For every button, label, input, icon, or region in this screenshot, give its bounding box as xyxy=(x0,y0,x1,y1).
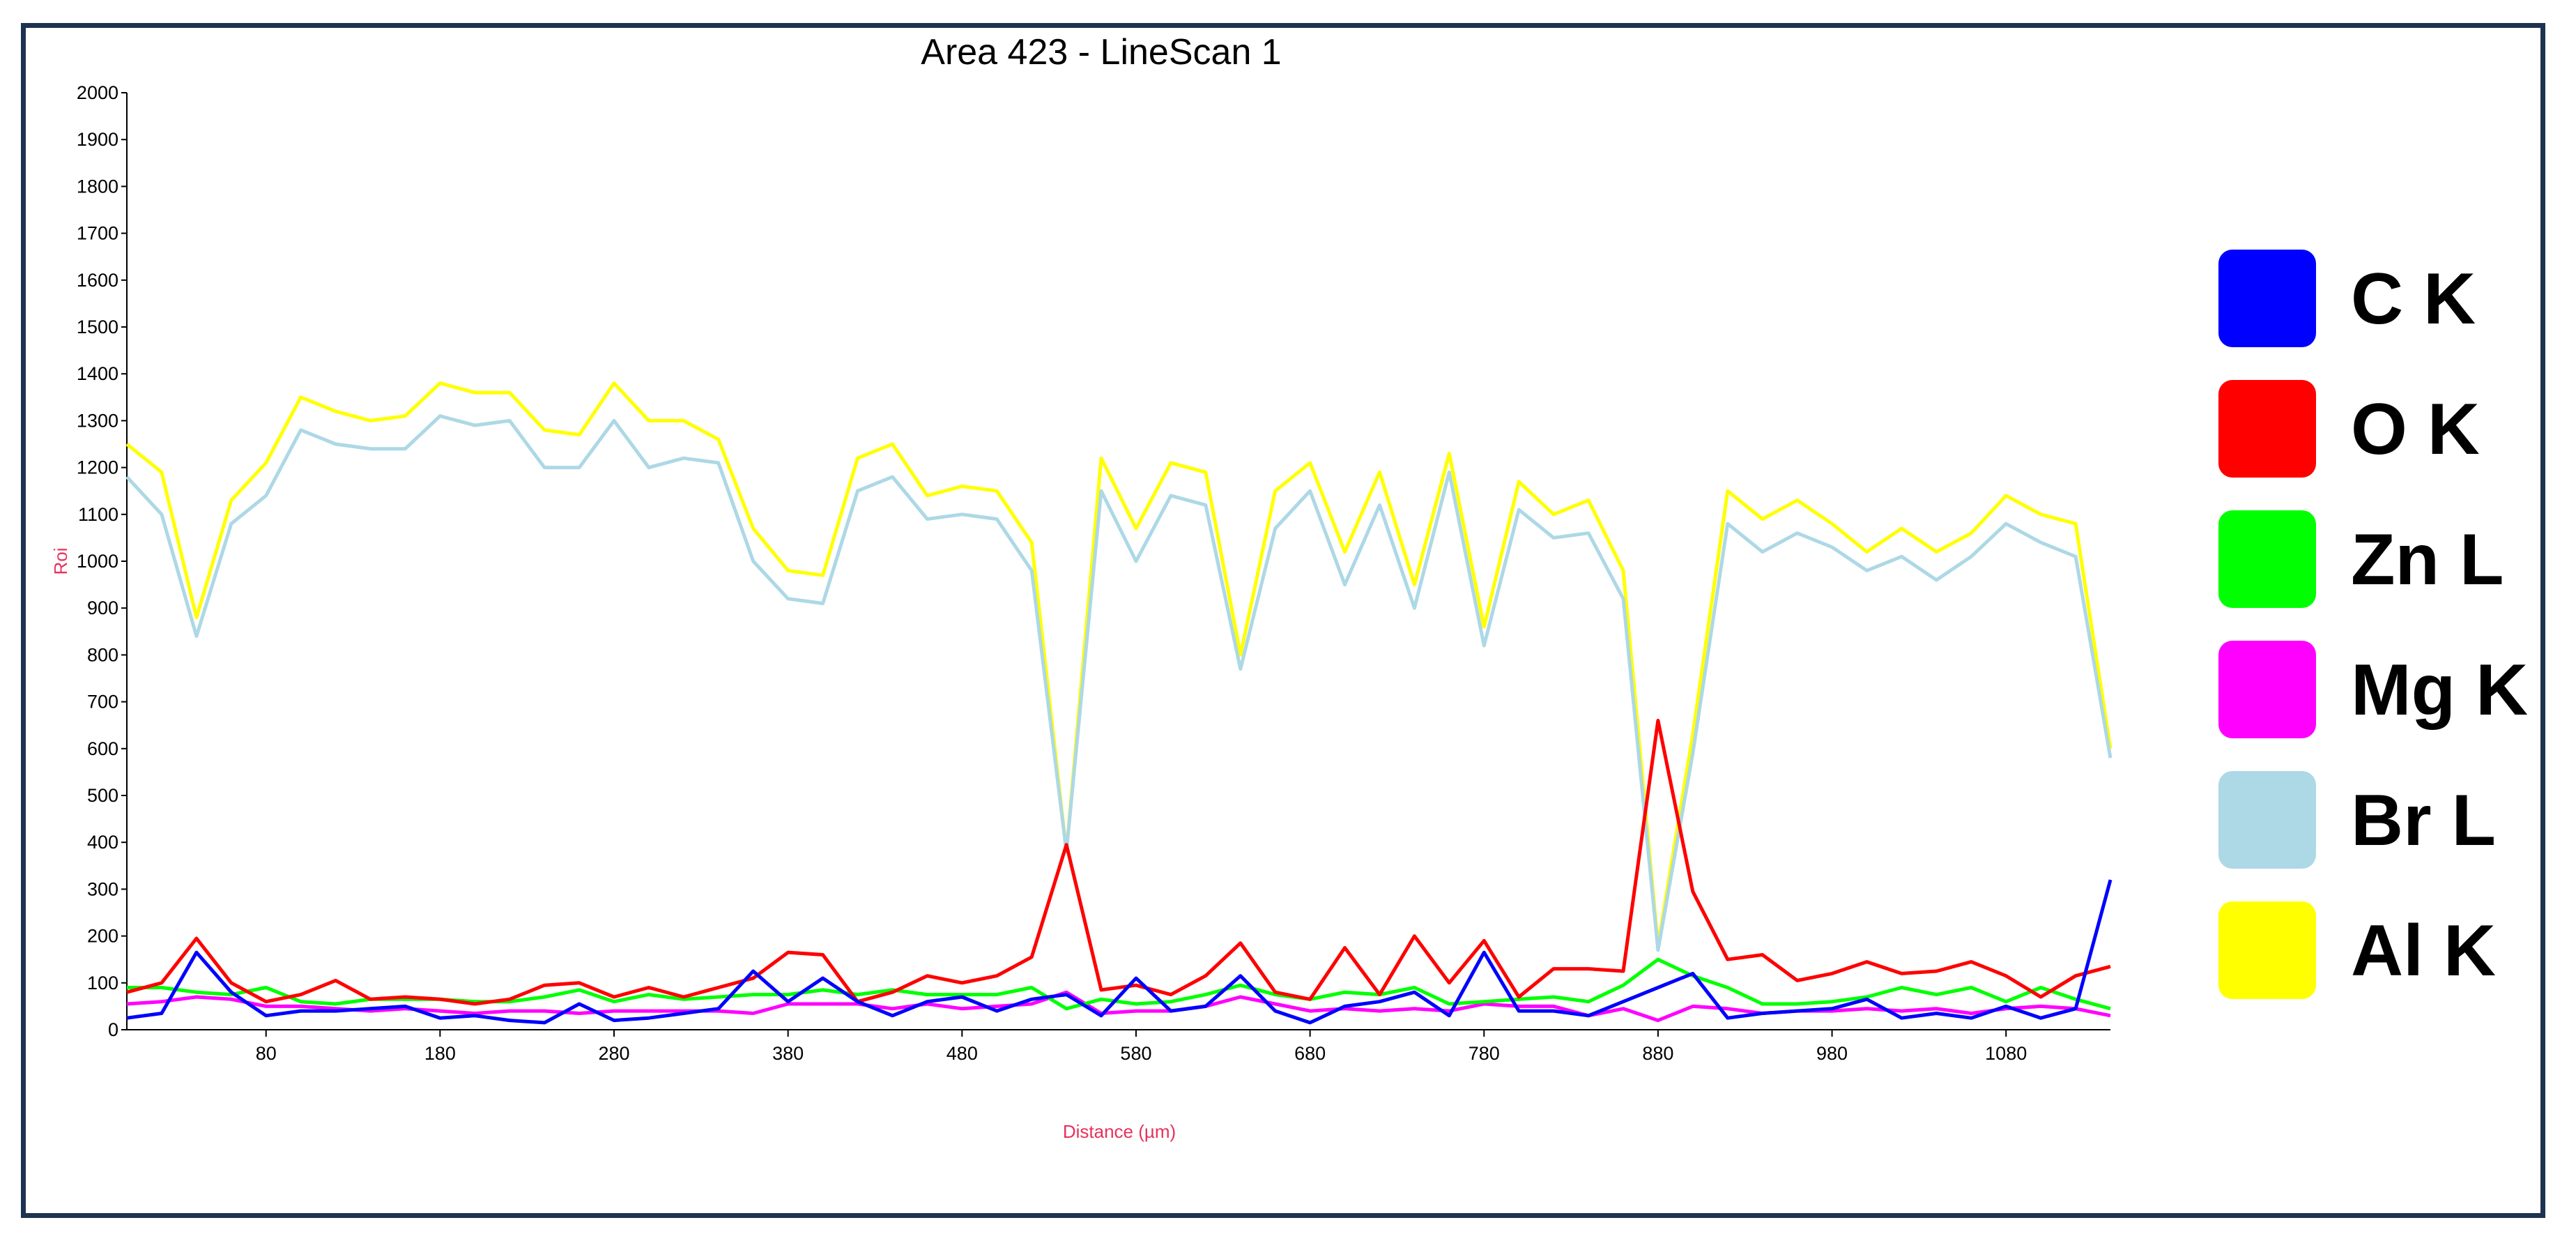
y-tick-label: 400 xyxy=(87,832,118,853)
legend-label-zn-l: Zn L xyxy=(2351,519,2504,600)
x-tick-label: 480 xyxy=(946,1043,978,1064)
legend-label-br-l: Br L xyxy=(2351,780,2496,861)
legend: C K O K Zn L Mg K Br L Al K xyxy=(2218,250,2528,999)
y-tick-label: 200 xyxy=(87,926,118,947)
y-tick-label: 1500 xyxy=(77,317,118,337)
legend-label-c-k: C K xyxy=(2351,259,2476,340)
y-tick-label: 300 xyxy=(87,878,118,899)
y-tick-label: 800 xyxy=(87,644,118,665)
x-tick-label: 580 xyxy=(1120,1043,1151,1064)
y-tick-label: 1100 xyxy=(78,504,118,525)
series-line-zn-l xyxy=(127,957,2111,1011)
legend-swatch-zn-l xyxy=(2218,510,2316,608)
series-line-al-k xyxy=(125,381,2113,947)
y-tick-label: 500 xyxy=(87,785,118,806)
y-tick-label: 700 xyxy=(87,692,118,713)
legend-swatch-al-k xyxy=(2218,901,2316,999)
y-tick-label: 900 xyxy=(87,597,118,618)
legend-label-al-k: Al K xyxy=(2351,911,2496,991)
x-tick-label: 780 xyxy=(1469,1043,1500,1064)
series-line-c-k xyxy=(126,879,2113,1025)
y-tick-label: 1300 xyxy=(77,410,118,431)
y-tick-label: 1600 xyxy=(77,270,118,291)
plot-area: 0 100 200 300 400 500 600 700 800 900 1000 1100 1200… xyxy=(77,82,2113,1064)
series-line-o-k xyxy=(126,719,2111,1006)
x-axis-title: Distance (µm) xyxy=(1063,1121,1176,1142)
x-tick-label: 1080 xyxy=(1985,1043,2027,1064)
y-tick-label: 0 xyxy=(108,1019,118,1040)
y-tick-label: 1000 xyxy=(77,551,118,572)
x-tick-label: 80 xyxy=(256,1043,277,1064)
chart-title: Area 423 - LineScan 1 xyxy=(921,32,1281,73)
y-tick-label: 1900 xyxy=(77,129,118,150)
legend-swatch-mg-k xyxy=(2218,641,2316,738)
x-tick-label: 380 xyxy=(772,1043,804,1064)
y-tick-label: 2000 xyxy=(77,82,118,103)
legend-swatch-c-k xyxy=(2218,250,2316,347)
series-line-br-l xyxy=(125,414,2113,952)
legend-swatch-br-l xyxy=(2218,771,2316,869)
x-tick-label: 280 xyxy=(598,1043,629,1064)
y-tick-label: 1700 xyxy=(77,223,118,244)
y-tick-label: 1800 xyxy=(77,176,118,197)
y-tick-label: 1200 xyxy=(77,457,118,478)
y-tick-label: 100 xyxy=(87,973,118,993)
y-tick-label: 1400 xyxy=(77,363,118,384)
x-tick-label: 180 xyxy=(424,1043,456,1064)
y-tick-label: 600 xyxy=(87,738,118,759)
legend-label-mg-k: Mg K xyxy=(2351,650,2528,731)
x-tick-label: 980 xyxy=(1816,1043,1848,1064)
x-tick-label: 880 xyxy=(1642,1043,1673,1064)
legend-label-o-k: O K xyxy=(2351,389,2480,470)
legend-swatch-o-k xyxy=(2218,380,2316,478)
y-axis-title: Roi xyxy=(50,547,71,574)
x-tick-label: 680 xyxy=(1294,1043,1326,1064)
